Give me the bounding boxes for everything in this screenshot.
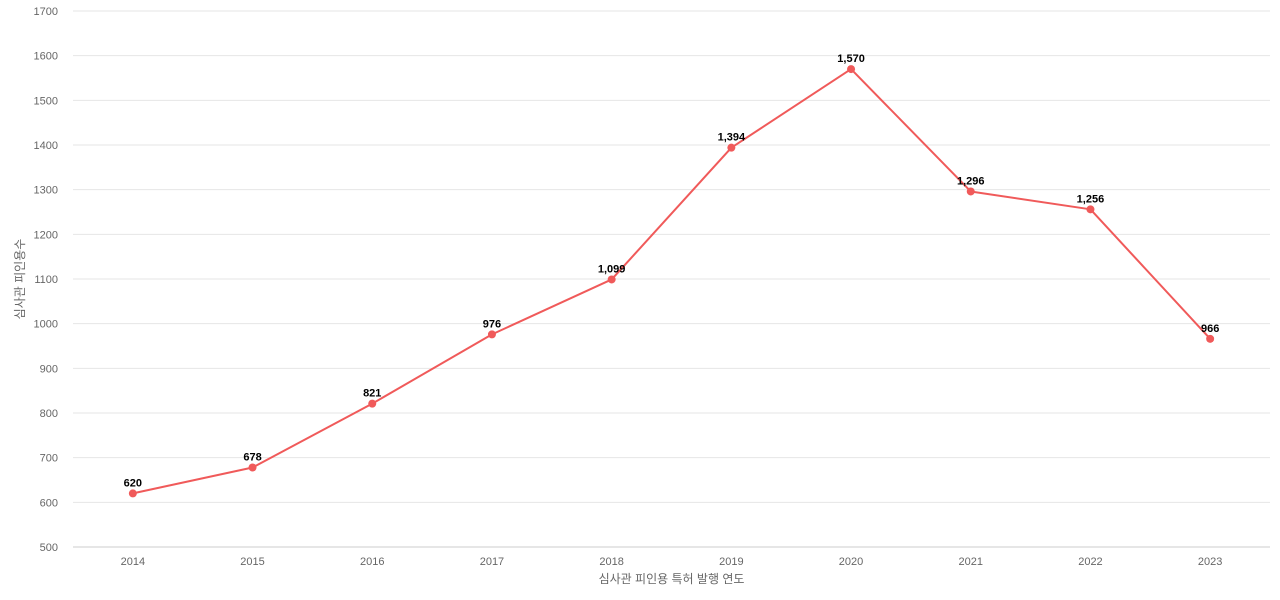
x-tick-label: 2021 — [959, 556, 983, 568]
y-tick-label: 1100 — [34, 274, 58, 286]
data-label: 620 — [124, 477, 142, 489]
data-point[interactable] — [1206, 334, 1215, 343]
x-tick-label: 2020 — [839, 556, 863, 568]
y-tick-label: 1400 — [34, 140, 58, 152]
data-label: 678 — [243, 451, 261, 463]
y-tick-label: 800 — [40, 408, 58, 420]
data-label: 1,394 — [718, 132, 746, 144]
y-axis-ticks: 500 600 700 800 900 1000 1100 1200 1300 1400 1500 1… — [34, 6, 58, 554]
x-tick-label: 2023 — [1198, 556, 1222, 568]
x-tick-label: 2018 — [599, 556, 623, 568]
y-tick-label: 1500 — [34, 95, 58, 107]
y-tick-label: 1300 — [34, 185, 58, 197]
x-axis-ticks: 2014 2015 2016 2017 2018 2019 2020 2021 2022 2023 — [121, 556, 1223, 568]
data-point[interactable] — [607, 275, 616, 284]
data-point[interactable] — [727, 143, 736, 152]
data-labels: 620 678 821 976 1,099 1,394 1,570 1,296 1,256 966 — [124, 53, 1220, 489]
x-axis-title: 심사관 피인용 특허 발행 연도 — [599, 571, 745, 586]
y-tick-label: 600 — [40, 497, 58, 509]
gridlines — [73, 10, 1270, 503]
data-label: 1,256 — [1077, 193, 1105, 205]
data-label: 976 — [483, 318, 501, 330]
x-tick-label: 2022 — [1078, 556, 1102, 568]
y-tick-label: 1200 — [34, 229, 58, 241]
data-point[interactable] — [966, 187, 975, 196]
y-tick-label: 1700 — [34, 6, 58, 18]
x-tick-label: 2019 — [719, 556, 743, 568]
data-point[interactable] — [368, 399, 377, 408]
x-tick-label: 2016 — [360, 556, 384, 568]
y-tick-label: 500 — [40, 542, 58, 554]
data-point[interactable] — [128, 489, 137, 498]
series-line — [132, 68, 1211, 495]
y-tick-label: 1600 — [34, 51, 58, 63]
x-tick-label: 2015 — [240, 556, 264, 568]
data-label: 1,296 — [957, 175, 985, 187]
data-label: 821 — [363, 388, 381, 400]
data-label: 1,570 — [837, 53, 865, 65]
data-point[interactable] — [847, 65, 856, 74]
data-point[interactable] — [248, 463, 257, 472]
data-point[interactable] — [1086, 205, 1095, 214]
x-tick-label: 2017 — [480, 556, 504, 568]
data-point[interactable] — [487, 330, 496, 339]
y-axis-title: 심사관 피인용수 — [13, 239, 27, 320]
x-tick-label: 2014 — [121, 556, 145, 568]
data-label: 966 — [1201, 323, 1219, 335]
series-layer — [128, 65, 1215, 498]
data-label: 1,099 — [598, 263, 626, 275]
y-tick-label: 700 — [40, 453, 58, 465]
y-tick-label: 900 — [40, 363, 58, 375]
y-tick-label: 1000 — [34, 319, 58, 331]
